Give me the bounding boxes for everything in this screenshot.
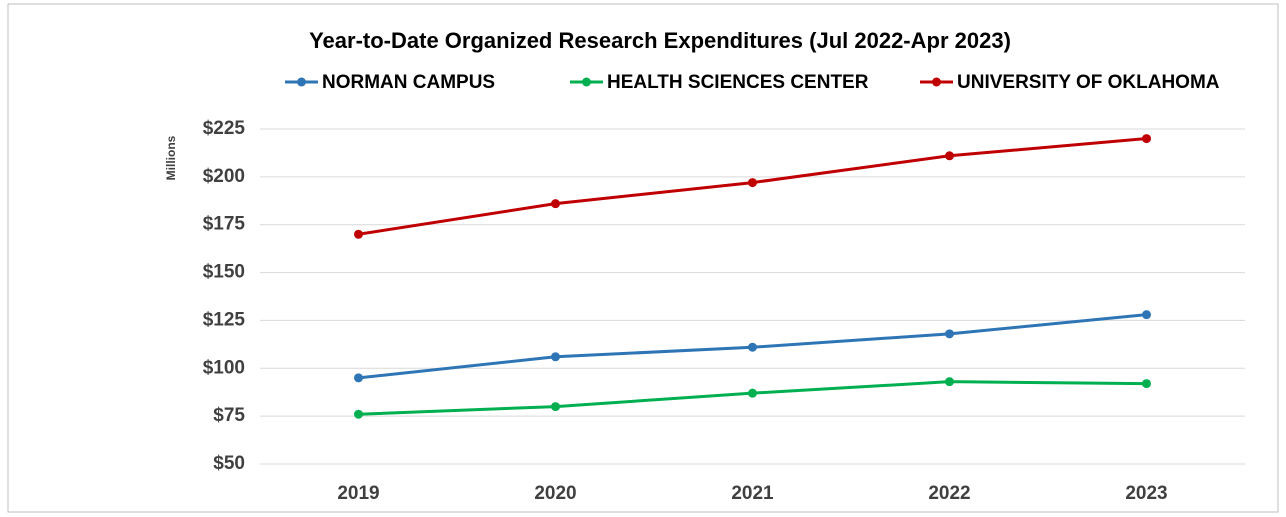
data-point: [748, 342, 757, 352]
chart-border: [7, 3, 1279, 513]
x-tick-label: 2020: [534, 483, 576, 504]
legend-marker: [582, 77, 591, 87]
data-point: [945, 329, 954, 339]
x-tick-label: 2023: [1125, 483, 1167, 504]
data-point: [945, 151, 954, 161]
y-tick-label: $125: [203, 309, 246, 330]
y-axis-label: Millions: [164, 135, 178, 180]
legend-marker: [297, 77, 306, 87]
chart-title: Year-to-Date Organized Research Expendit…: [309, 28, 1011, 53]
data-point: [1142, 379, 1151, 389]
y-tick-label: $100: [203, 357, 245, 378]
y-tick-label: $225: [203, 118, 246, 139]
data-point: [354, 229, 363, 239]
x-tick-label: 2022: [928, 483, 970, 504]
x-tick-label: 2019: [337, 483, 379, 504]
data-point: [551, 402, 560, 412]
data-point: [354, 373, 363, 383]
legend-marker: [932, 77, 941, 87]
data-point: [945, 377, 954, 387]
y-tick-label: $200: [203, 166, 245, 187]
legend-label: UNIVERSITY OF OKLAHOMA: [957, 72, 1220, 93]
data-point: [1142, 310, 1151, 320]
x-tick-label: 2021: [731, 483, 774, 504]
data-point: [354, 409, 363, 419]
legend-label: NORMAN CAMPUS: [322, 72, 495, 93]
y-tick-label: $50: [213, 453, 245, 474]
data-point: [551, 352, 560, 362]
y-tick-label: $175: [203, 214, 246, 235]
data-point: [551, 199, 560, 209]
legend-label: HEALTH SCIENCES CENTER: [607, 72, 869, 93]
y-tick-label: $150: [203, 262, 245, 283]
data-point: [748, 178, 757, 188]
data-point: [1142, 134, 1151, 144]
y-tick-label: $75: [213, 405, 245, 426]
data-point: [748, 388, 757, 398]
